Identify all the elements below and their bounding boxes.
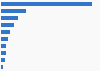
Bar xyxy=(1,65,3,69)
Bar xyxy=(1,16,18,20)
Bar xyxy=(1,30,10,34)
Bar xyxy=(1,51,6,55)
Bar xyxy=(1,58,5,62)
Bar xyxy=(1,23,14,27)
Bar xyxy=(1,44,6,48)
Bar xyxy=(1,2,92,6)
Bar xyxy=(1,37,8,41)
Bar xyxy=(1,9,26,13)
